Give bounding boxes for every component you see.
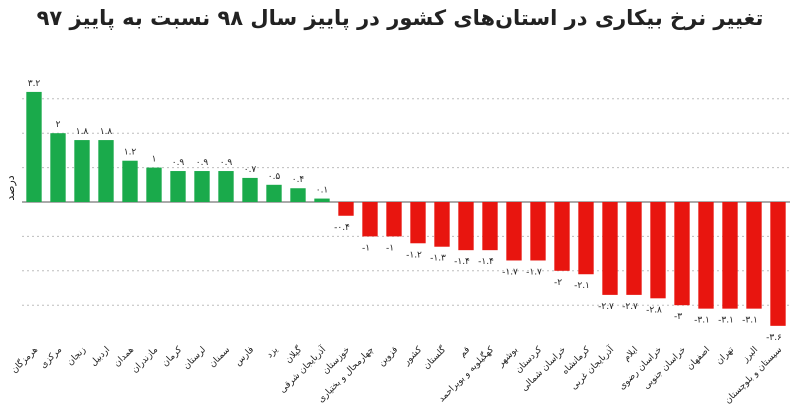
category-label: گیلان (282, 343, 304, 365)
data-label: ۰.۹ (172, 158, 185, 168)
bar (266, 184, 282, 202)
data-label: -۳.۱ (694, 316, 710, 326)
category-label: مازندران (130, 345, 160, 375)
bar (194, 171, 210, 202)
data-label: ۱ (152, 155, 157, 165)
category-label: گلستان (420, 343, 448, 371)
bar (530, 202, 546, 261)
bar (722, 202, 738, 309)
data-label: -۳.۶ (766, 333, 782, 343)
category-label: قزوین (377, 345, 400, 368)
bar (314, 198, 330, 202)
category-label: قم (458, 345, 472, 359)
data-label: ۰.۹ (196, 158, 209, 168)
category-label: هرمزگان (8, 343, 40, 375)
bar (434, 202, 450, 247)
category-label: خراسان جنوبی (642, 345, 688, 391)
bars (26, 91, 786, 326)
bar (50, 133, 66, 202)
category-label: کرمان (160, 345, 184, 369)
data-label: -۱ (386, 243, 394, 253)
category-label: اصفهان (685, 345, 712, 372)
category-label: البرز (740, 345, 760, 365)
data-label: -۰.۴ (334, 223, 350, 233)
bar (674, 202, 690, 306)
data-label: -۱ (362, 243, 370, 253)
data-label: ۰.۱ (316, 186, 329, 196)
category-label: مرکزی (39, 345, 65, 371)
data-label: -۱.۷ (502, 267, 518, 277)
bar (338, 202, 354, 216)
data-label: ۱.۸ (100, 127, 113, 137)
bar (218, 171, 234, 202)
data-label: ۰.۴ (292, 175, 305, 185)
category-label: فارس (233, 345, 256, 368)
bar (290, 188, 306, 202)
value-labels: ۳.۲ ۲ ۱.۸ ۱.۸ ۱.۲ ۱ ۰.۹ ۰.۹ ۰.۹ ۰.۷ ۰.۵ ۰.۴ ۰.۱ -۰.۴ -… (28, 79, 782, 343)
bar (506, 202, 522, 261)
category-label: اردبیل (89, 345, 112, 368)
category-label: سمنان (208, 345, 233, 370)
data-label: ۰.۹ (220, 158, 233, 168)
data-label: -۱.۷ (526, 267, 542, 277)
bar (554, 202, 570, 271)
category-label: ایلام (622, 345, 640, 363)
chart-title: تغییر نرخ بیکاری در استان‌های کشور در پا… (36, 6, 764, 30)
data-label: -۲.۱ (574, 281, 590, 291)
bar (482, 202, 498, 251)
category-label: تهران (714, 345, 736, 367)
data-label: ۱.۸ (76, 127, 89, 137)
bar (146, 167, 162, 202)
bar (170, 171, 186, 202)
data-label: -۳.۱ (718, 316, 734, 326)
bar (386, 202, 402, 237)
bar (98, 140, 114, 202)
bar (698, 202, 714, 309)
data-label: ۰.۷ (244, 165, 257, 175)
bar (770, 202, 786, 326)
data-label: -۱.۴ (478, 257, 494, 267)
bar (602, 202, 618, 295)
bar (362, 202, 378, 237)
bar (410, 202, 426, 244)
data-label: -۲.۷ (622, 302, 638, 312)
data-label: ۱.۲ (124, 148, 137, 158)
data-label: -۳.۱ (742, 316, 758, 326)
data-label: ۰.۵ (268, 172, 281, 182)
bar (122, 160, 138, 202)
category-label: لرستان (182, 345, 208, 371)
bar (626, 202, 642, 295)
bar (650, 202, 666, 299)
data-label: ۲ (56, 120, 61, 130)
bar (74, 140, 90, 202)
y-axis-label: درصد (4, 175, 17, 200)
data-label: -۲ (554, 278, 562, 288)
bar (242, 177, 258, 202)
bar (458, 202, 474, 251)
data-label: -۱.۲ (406, 250, 422, 260)
category-label: زنجان (65, 345, 88, 368)
bar (578, 202, 594, 275)
data-label: -۳ (674, 312, 682, 322)
data-label: -۲.۸ (646, 305, 662, 315)
data-label: -۱.۳ (430, 254, 446, 264)
bar (746, 202, 762, 309)
data-label: -۱.۴ (454, 257, 470, 267)
data-label: ۳.۲ (28, 79, 41, 89)
bar (26, 91, 42, 202)
category-label: یزد (265, 345, 281, 361)
data-label: -۲.۷ (598, 302, 614, 312)
